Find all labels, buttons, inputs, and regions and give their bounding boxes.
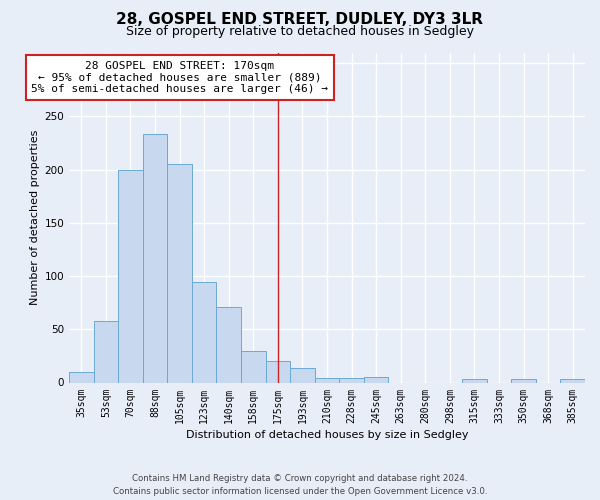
Bar	[217, 307, 241, 382]
Bar	[462, 380, 487, 382]
Bar	[364, 377, 388, 382]
Text: Size of property relative to detached houses in Sedgley: Size of property relative to detached ho…	[126, 25, 474, 38]
Text: 28, GOSPEL END STREET, DUDLEY, DY3 3LR: 28, GOSPEL END STREET, DUDLEY, DY3 3LR	[116, 12, 484, 26]
Bar	[266, 361, 290, 382]
Bar	[339, 378, 364, 382]
Text: 28 GOSPEL END STREET: 170sqm
← 95% of detached houses are smaller (889)
5% of se: 28 GOSPEL END STREET: 170sqm ← 95% of de…	[31, 61, 328, 94]
X-axis label: Distribution of detached houses by size in Sedgley: Distribution of detached houses by size …	[186, 430, 468, 440]
Text: Contains HM Land Registry data © Crown copyright and database right 2024.
Contai: Contains HM Land Registry data © Crown c…	[113, 474, 487, 496]
Bar	[94, 321, 118, 382]
Y-axis label: Number of detached properties: Number of detached properties	[30, 130, 40, 305]
Bar	[143, 134, 167, 382]
Bar	[241, 350, 266, 382]
Bar	[511, 380, 536, 382]
Bar	[69, 372, 94, 382]
Bar	[192, 282, 217, 382]
Bar	[118, 170, 143, 382]
Bar	[167, 164, 192, 382]
Bar	[315, 378, 339, 382]
Bar	[560, 380, 585, 382]
Bar	[290, 368, 315, 382]
